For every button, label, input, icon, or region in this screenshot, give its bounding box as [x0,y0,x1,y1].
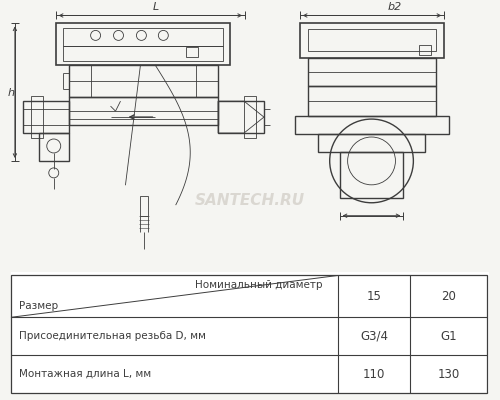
Bar [11,276,487,393]
Bar [340,152,404,198]
Bar [68,65,218,97]
Bar [140,196,148,216]
Bar [300,24,444,58]
Text: b2: b2 [388,2,402,12]
Text: SANTECH.RU: SANTECH.RU [195,193,305,208]
Text: G3/4: G3/4 [360,330,388,343]
Bar [218,101,264,133]
Bar [308,58,436,86]
Text: 20: 20 [442,290,456,303]
Bar [56,24,230,65]
Bar [23,101,68,133]
Text: 15: 15 [366,290,382,303]
Text: Размер: Размер [19,301,58,311]
Bar [420,45,432,55]
Bar [68,97,218,125]
Text: G1: G1 [440,330,457,343]
Text: Номинальный диаметр: Номинальный диаметр [195,280,322,290]
Text: Присоединительная резьба D, мм: Присоединительная резьба D, мм [19,331,206,341]
Text: Монтажная длина L, мм: Монтажная длина L, мм [19,369,151,379]
Text: 110: 110 [363,368,385,380]
Text: h: h [8,88,14,98]
Bar [318,134,426,152]
Bar [62,46,223,61]
Bar [295,116,449,134]
Bar [62,28,223,46]
Text: 130: 130 [438,368,460,380]
Text: L: L [152,2,158,12]
Bar [186,47,198,57]
Bar [39,133,68,161]
Bar [11,272,489,392]
Bar [31,96,43,138]
Bar [244,96,256,138]
Bar [308,86,436,116]
Bar [308,30,436,51]
